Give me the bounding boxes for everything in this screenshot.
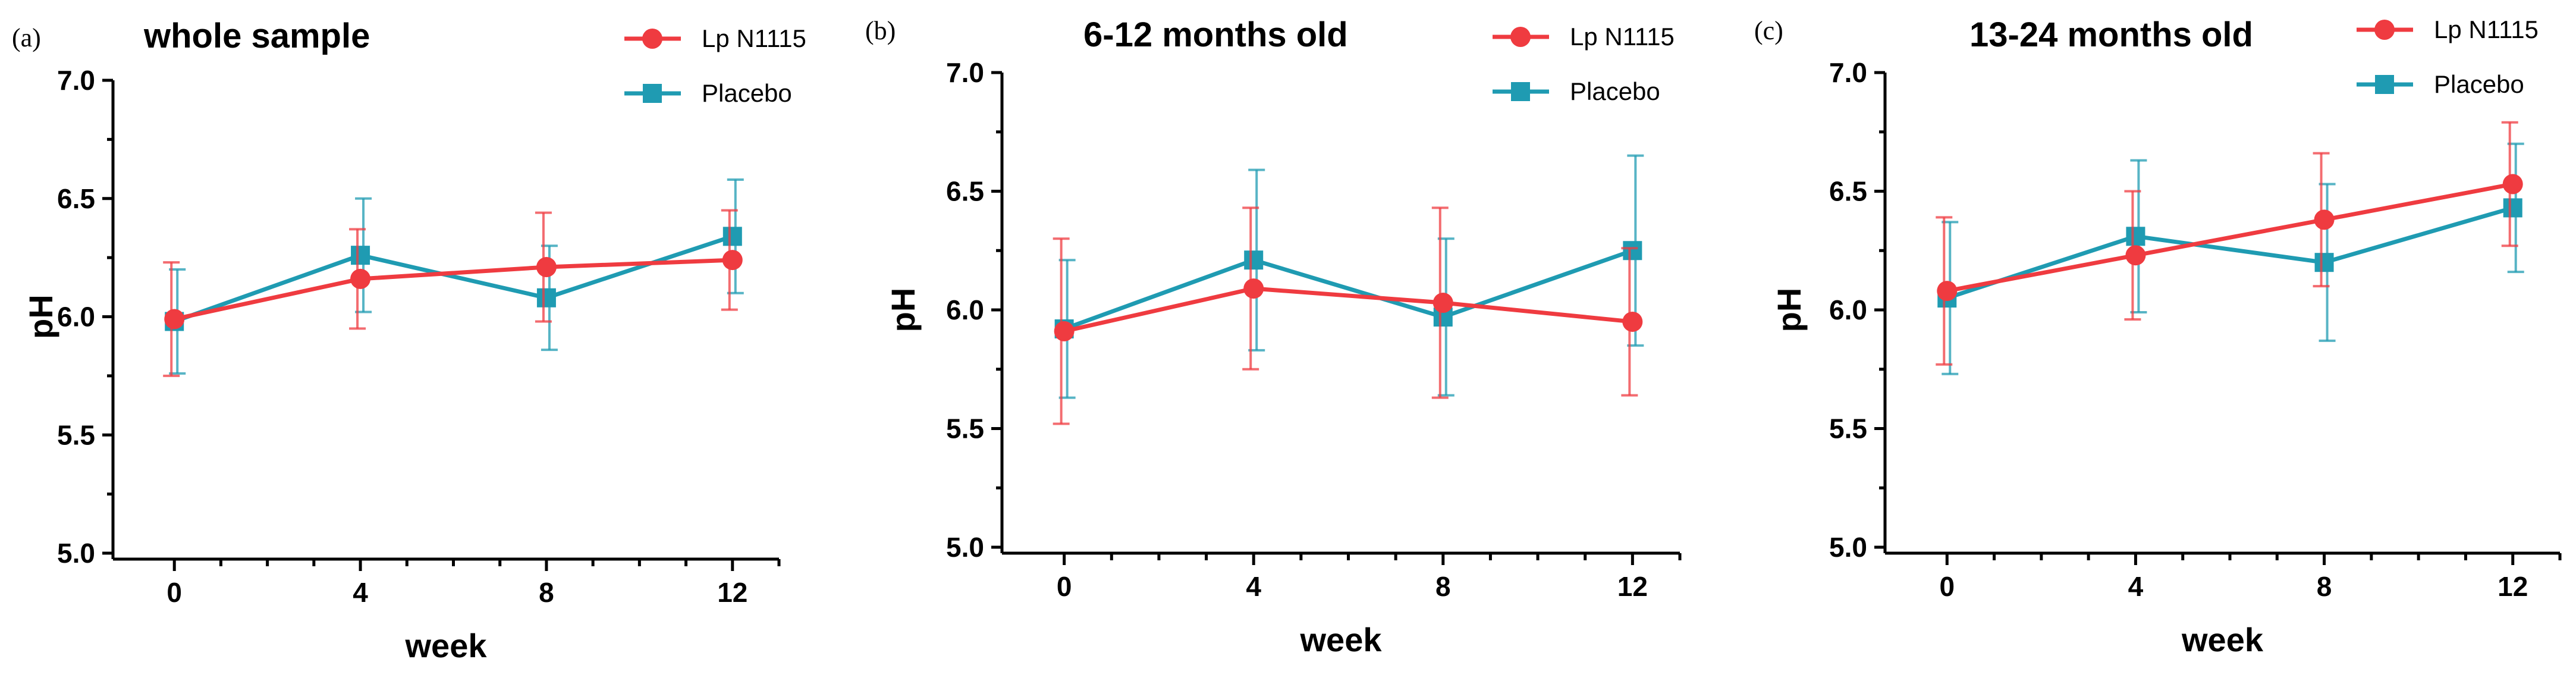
- series-placebo: [1937, 142, 2524, 375]
- chart-title: 13-24 months old: [1969, 15, 2253, 54]
- legend-label: Lp N1115: [702, 24, 806, 52]
- legend-label: Placebo: [2434, 70, 2524, 98]
- legend-label: Placebo: [702, 79, 792, 107]
- series-lp-n1115: [1053, 206, 1643, 425]
- x-tick-label: 12: [2498, 571, 2528, 602]
- x-tick-label: 8: [539, 577, 554, 608]
- y-tick-label: 6.0: [946, 294, 984, 325]
- y-tick-label: 5.5: [57, 419, 95, 450]
- chart-panel-c: (c) 13-24 months old 5.0 5.5 6.0 6.5 7.0 0 4 8 12 w…: [1754, 15, 2562, 658]
- y-tick-label: 6.5: [946, 176, 984, 207]
- x-tick-label: 0: [1057, 571, 1072, 602]
- data-point: [722, 227, 742, 246]
- x-tick-label: 4: [353, 577, 368, 608]
- series-line: [1063, 248, 1633, 331]
- panel-label: (b): [865, 16, 896, 45]
- x-axis-label: week: [2181, 621, 2264, 658]
- data-point: [2503, 198, 2522, 218]
- y-tick-label: 5.0: [1829, 532, 1867, 563]
- x-tick-label: 12: [717, 577, 747, 608]
- series-line: [1946, 182, 2514, 293]
- y-axis-label: pH: [884, 288, 922, 332]
- chart-title: 6-12 months old: [1083, 15, 1348, 54]
- y-tick-label: 5.0: [57, 538, 95, 569]
- x-axis-label: week: [405, 627, 488, 664]
- y-tick-label: 7.0: [1829, 57, 1867, 88]
- data-point: [1243, 278, 1264, 299]
- data-point: [164, 309, 185, 330]
- legend-marker: [642, 29, 662, 49]
- data-point: [1622, 311, 1643, 332]
- legend-marker: [1511, 82, 1530, 101]
- chart-title: whole sample: [143, 17, 370, 55]
- y-axis-label: pH: [22, 294, 59, 339]
- legend-marker: [643, 84, 662, 103]
- legend-label: Lp N1115: [2434, 15, 2539, 43]
- series-line: [1946, 206, 2514, 300]
- data-point: [1937, 281, 1958, 302]
- data-point: [1623, 241, 1642, 261]
- x-axis-label: week: [1300, 621, 1383, 658]
- chart-panel-a: (a) whole sample 5.0 5.5 6.0 6.5 7.0 0 4 8 12 week p…: [12, 17, 806, 664]
- data-point: [536, 288, 556, 308]
- x-tick-label: 12: [1617, 571, 1648, 602]
- y-tick-label: 6.0: [1829, 294, 1867, 325]
- data-point: [536, 257, 557, 278]
- series-placebo: [1054, 154, 1644, 399]
- legend: Lp N1115 Placebo: [624, 24, 806, 107]
- legend: Lp N1115 Placebo: [1493, 23, 1675, 105]
- y-tick-label: 5.5: [1829, 413, 1867, 444]
- chart-panel-b: (b) 6-12 months old 5.0 5.5 6.0 6.5 7.0 0 4 8 12 we…: [865, 15, 1682, 658]
- data-point: [1244, 250, 1264, 270]
- legend: Lp N1115 Placebo: [2357, 15, 2539, 98]
- x-tick-label: 8: [1435, 571, 1451, 602]
- data-point: [350, 268, 371, 289]
- y-tick-label: 7.0: [57, 65, 95, 96]
- legend-marker: [2374, 20, 2395, 40]
- series-lp-n1115: [1936, 121, 2523, 366]
- data-point: [2314, 253, 2334, 272]
- data-point: [2126, 227, 2145, 246]
- series-line: [1063, 286, 1633, 334]
- data-point: [2314, 209, 2335, 230]
- series-line: [174, 234, 733, 324]
- panel-label: (a): [12, 23, 41, 52]
- data-point: [1054, 321, 1075, 341]
- y-axis-label: pH: [1770, 288, 1808, 332]
- y-tick-label: 7.0: [946, 57, 984, 88]
- data-point: [1432, 293, 1453, 313]
- data-point: [2125, 245, 2146, 266]
- y-tick-label: 6.0: [57, 302, 95, 332]
- y-tick-label: 6.5: [57, 183, 95, 214]
- x-tick-label: 4: [1246, 571, 1261, 602]
- legend-marker: [2375, 75, 2394, 94]
- series-lp-n1115: [163, 209, 743, 377]
- x-tick-label: 0: [1939, 571, 1955, 602]
- series-line: [174, 258, 733, 321]
- y-tick-label: 5.0: [946, 532, 984, 563]
- data-point: [2502, 174, 2523, 195]
- legend-marker: [1510, 27, 1531, 47]
- x-tick-label: 0: [167, 577, 182, 608]
- legend-label: Lp N1115: [1570, 23, 1675, 51]
- data-point: [722, 250, 743, 271]
- series-placebo: [165, 178, 744, 375]
- data-point: [351, 246, 370, 265]
- panel-label: (c): [1754, 16, 1783, 45]
- y-tick-label: 5.5: [946, 413, 984, 444]
- y-tick-label: 6.5: [1829, 176, 1867, 207]
- legend-label: Placebo: [1570, 77, 1660, 105]
- x-tick-label: 4: [2128, 571, 2144, 602]
- x-tick-label: 8: [2317, 571, 2332, 602]
